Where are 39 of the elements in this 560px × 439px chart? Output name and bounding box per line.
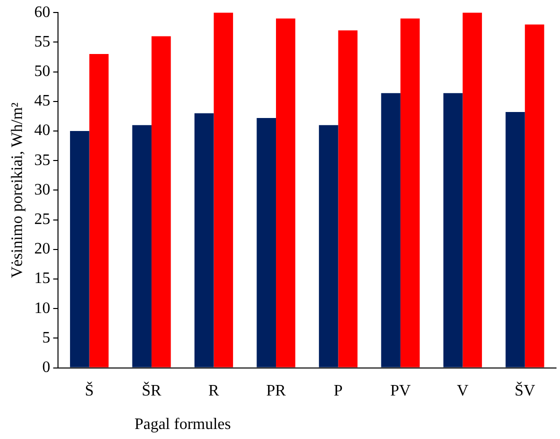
x-tick-label: P bbox=[334, 382, 343, 400]
y-tick-label: 10 bbox=[34, 300, 50, 317]
y-tick-label: 45 bbox=[34, 92, 50, 110]
y-tick-label: 55 bbox=[34, 33, 50, 50]
x-tick-label: ŠV bbox=[514, 382, 536, 400]
bar bbox=[152, 36, 171, 368]
bar bbox=[524, 24, 544, 368]
bar bbox=[214, 12, 234, 368]
x-tick-label: R bbox=[208, 382, 220, 400]
bar bbox=[462, 12, 482, 368]
bar bbox=[194, 113, 214, 368]
y-tick-label: 0 bbox=[42, 359, 50, 376]
bar bbox=[89, 54, 109, 368]
bar bbox=[443, 93, 463, 368]
y-tick-label: 20 bbox=[34, 240, 50, 258]
text: Pagal formules bbox=[134, 416, 231, 433]
bar bbox=[256, 118, 276, 368]
y-axis-title: Vėsinimo poreikiai, Wh/m² bbox=[8, 102, 26, 278]
y-tick-label: 25 bbox=[34, 211, 50, 228]
y-tick-label: 50 bbox=[34, 63, 50, 80]
bar bbox=[381, 93, 400, 368]
x-tick-label: PR bbox=[266, 382, 286, 400]
y-tick-label: 40 bbox=[34, 122, 50, 140]
x-tick-label: Š bbox=[84, 382, 94, 400]
x-tick-label: PV bbox=[390, 382, 412, 400]
y-tick-label: 30 bbox=[34, 181, 50, 198]
y-tick-label: 35 bbox=[34, 152, 50, 169]
bar bbox=[400, 18, 420, 368]
bar bbox=[338, 30, 358, 368]
y-tick-label: 5 bbox=[42, 329, 50, 346]
bar bbox=[506, 112, 525, 368]
bar bbox=[132, 125, 152, 368]
x-tick-label: V bbox=[456, 382, 469, 400]
y-tick-label: 15 bbox=[34, 270, 50, 288]
y-tick-label: 60 bbox=[34, 4, 50, 21]
bar bbox=[70, 131, 90, 368]
x-tick-label: ŠR bbox=[142, 382, 162, 400]
bar bbox=[318, 125, 338, 368]
bar bbox=[276, 18, 296, 368]
